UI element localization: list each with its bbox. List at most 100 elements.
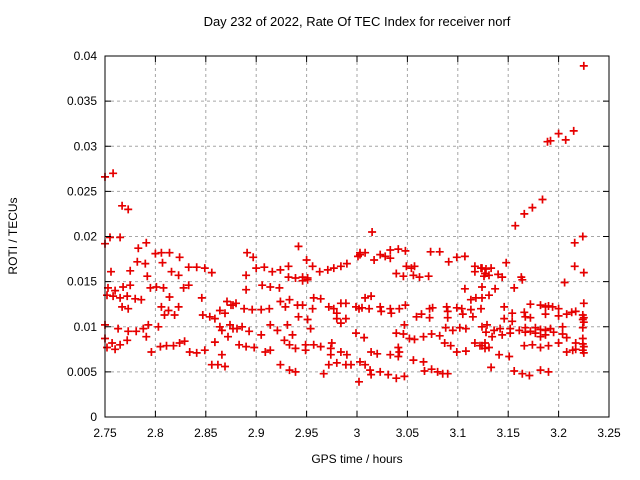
data-point-marker <box>336 262 345 271</box>
data-point-marker <box>401 301 410 310</box>
data-point-marker <box>119 283 128 291</box>
data-point-marker <box>505 352 514 361</box>
data-point-marker <box>162 341 171 350</box>
data-point-marker <box>428 303 437 312</box>
data-point-marker <box>341 314 350 323</box>
data-point-marker <box>536 301 545 310</box>
data-point-marker <box>386 254 395 263</box>
data-point-marker <box>315 267 324 276</box>
tick-label-layer: 2.75 2.8 2.85 2.9 2.95 3 3.05 3.1 3.15 3.2 3.25 0 0.… <box>67 49 621 440</box>
data-point-marker <box>392 269 401 278</box>
data-point-marker <box>303 315 312 324</box>
data-point-marker <box>571 307 580 316</box>
data-point-marker <box>303 275 312 284</box>
scatter-points-layer <box>101 61 588 386</box>
data-point-marker <box>570 262 579 271</box>
data-point-marker <box>285 366 294 375</box>
data-point-marker <box>242 342 251 351</box>
data-point-marker <box>221 362 229 371</box>
data-point-marker <box>108 339 117 347</box>
data-point-marker <box>496 324 505 333</box>
data-point-marker <box>376 367 385 376</box>
data-point-marker <box>500 314 509 323</box>
data-point-marker <box>260 263 269 272</box>
data-point-marker <box>276 297 285 306</box>
data-point-marker <box>377 307 386 316</box>
data-point-marker <box>124 304 133 313</box>
data-point-marker <box>415 273 424 282</box>
data-point-marker <box>175 339 184 347</box>
data-point-marker <box>154 322 163 331</box>
data-point-marker <box>284 273 293 282</box>
data-point-marker <box>367 348 376 356</box>
data-point-marker <box>170 311 179 319</box>
data-point-marker <box>381 252 390 261</box>
y-tick-label: 0.04 <box>74 49 98 63</box>
data-point-marker <box>470 339 479 347</box>
data-point-marker <box>488 332 497 341</box>
data-point-marker <box>308 262 317 271</box>
data-point-marker <box>482 328 490 337</box>
data-point-marker <box>347 360 355 369</box>
x-tick-label: 2.85 <box>194 426 218 440</box>
data-point-marker <box>107 267 115 276</box>
data-point-marker <box>283 320 292 329</box>
data-point-marker <box>424 272 433 281</box>
data-point-marker <box>326 350 335 359</box>
data-point-marker <box>366 366 375 375</box>
data-point-marker <box>561 135 570 144</box>
data-point-marker <box>123 292 132 301</box>
data-point-marker <box>470 267 479 276</box>
data-point-marker <box>175 253 184 262</box>
data-point-marker <box>235 340 244 349</box>
data-point-marker <box>332 358 341 367</box>
data-point-marker <box>210 314 219 323</box>
data-point-marker <box>570 238 579 247</box>
data-point-marker <box>508 309 517 318</box>
data-point-marker <box>384 370 393 379</box>
data-point-marker <box>352 329 360 338</box>
data-point-marker <box>336 348 345 356</box>
data-point-marker <box>571 345 580 354</box>
data-point-marker <box>506 329 515 338</box>
y-tick-label: 0.02 <box>74 230 98 244</box>
data-point-marker <box>392 374 401 383</box>
data-point-marker <box>268 267 277 276</box>
data-point-marker <box>446 341 455 350</box>
data-point-marker <box>207 268 216 277</box>
data-point-marker <box>480 272 488 281</box>
data-point-marker <box>116 293 125 302</box>
data-point-marker <box>558 322 567 331</box>
data-point-marker <box>291 344 300 353</box>
data-point-marker <box>526 313 535 322</box>
data-point-marker <box>275 283 284 292</box>
data-point-marker <box>116 340 125 349</box>
data-point-marker <box>233 324 241 333</box>
data-point-marker <box>185 348 194 356</box>
x-tick-label: 2.95 <box>295 426 319 440</box>
data-point-marker <box>521 312 530 321</box>
data-point-marker <box>298 301 307 310</box>
data-point-marker <box>536 343 545 352</box>
data-point-marker <box>543 137 552 146</box>
data-point-marker <box>478 293 486 302</box>
data-point-marker <box>257 330 266 339</box>
data-point-marker <box>365 304 374 313</box>
data-point-marker <box>261 348 270 356</box>
data-point-marker <box>558 330 567 338</box>
data-point-marker <box>394 343 403 352</box>
data-point-marker <box>457 304 466 313</box>
data-point-marker <box>373 349 382 358</box>
x-tick-label: 2.8 <box>147 426 164 440</box>
y-tick-label: 0.035 <box>67 94 97 108</box>
data-point-marker <box>143 272 152 281</box>
data-point-marker <box>441 323 450 332</box>
data-point-marker <box>126 266 135 275</box>
data-point-marker <box>242 271 251 280</box>
data-point-marker <box>280 336 289 345</box>
data-point-marker <box>342 259 351 268</box>
data-point-marker <box>159 283 168 292</box>
data-point-marker <box>452 303 461 312</box>
data-point-marker <box>245 327 254 336</box>
